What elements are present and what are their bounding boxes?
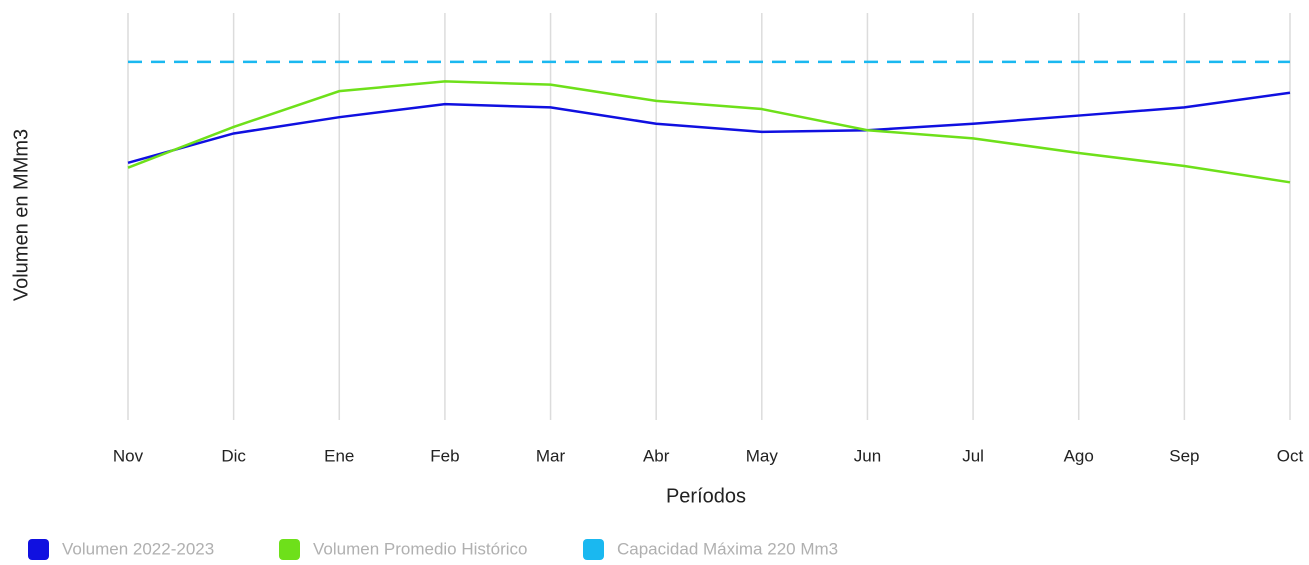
legend-label: Volumen Promedio Histórico xyxy=(313,539,527,558)
x-tick-label: Jul xyxy=(962,446,984,465)
x-tick-label: Abr xyxy=(643,446,670,465)
x-tick-label: Nov xyxy=(113,446,144,465)
x-tick-label: Jun xyxy=(854,446,881,465)
series-line xyxy=(127,91,1291,164)
legend-swatch xyxy=(28,539,49,560)
legend-label: Capacidad Máxima 220 Mm3 xyxy=(617,539,838,558)
legend: Volumen 2022-2023 Volumen Promedio Histór… xyxy=(28,539,838,560)
x-tick-label: Oct xyxy=(1277,446,1304,465)
x-tick-label: Feb xyxy=(430,446,459,465)
legend-swatch xyxy=(583,539,604,560)
x-tick-label: Mar xyxy=(536,446,566,465)
x-tick-label: Sep xyxy=(1169,446,1199,465)
x-tick-label: Dic xyxy=(221,446,246,465)
x-axis-title: Períodos xyxy=(666,485,746,507)
y-axis-title: Volumen en MMm3 xyxy=(10,129,32,301)
x-tick-label: Ene xyxy=(324,446,354,465)
series-line xyxy=(127,80,1291,184)
x-tick-label: May xyxy=(746,446,779,465)
x-tick-label: Ago xyxy=(1064,446,1094,465)
legend-label: Volumen 2022-2023 xyxy=(62,539,214,558)
legend-swatch xyxy=(279,539,300,560)
